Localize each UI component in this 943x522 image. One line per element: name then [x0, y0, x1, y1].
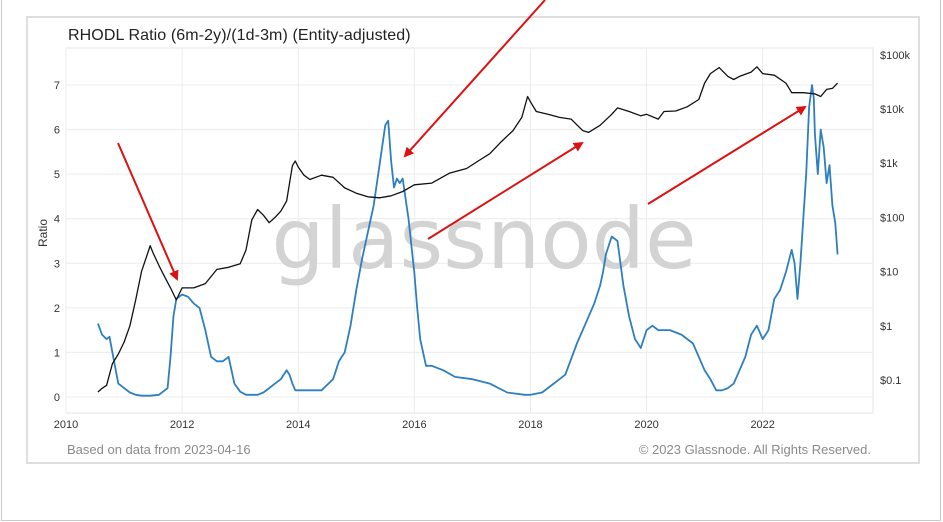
- grid-layer: [65, 47, 874, 414]
- y2-tick-label: $10k: [880, 104, 904, 116]
- y-tick-label: 5: [54, 169, 60, 181]
- y-axis-label: Ratio: [36, 219, 50, 247]
- x-tick-label: 2014: [286, 419, 310, 431]
- x-tick-label: 2018: [518, 419, 542, 431]
- y-tick-label: 3: [54, 258, 60, 270]
- chart-title: RHODL Ratio (6m-2y)/(1d-3m) (Entity-adju…: [68, 27, 411, 44]
- y2-tick-label: $1: [880, 321, 892, 333]
- annotation-arrow-1: [117, 142, 179, 281]
- x-tick-label: 2010: [54, 419, 78, 431]
- x-tick-label: 2022: [750, 419, 774, 431]
- y-tick-label: 6: [54, 125, 60, 137]
- chart-card: RHODL Ratio (6m-2y)/(1d-3m) (Entity-adju…: [26, 16, 920, 464]
- annotation-arrow-3: [427, 141, 584, 240]
- y2-tick-label: $0.1: [880, 375, 901, 387]
- annotation-arrow-4: [647, 105, 807, 205]
- series-layer: [97, 66, 839, 397]
- source-note: Based on data from 2023-04-16: [67, 442, 251, 457]
- tick-layer: 0 1 2 3 4 5 6 7 2010 2012 2014 2016 2018 2020 2022 $0.1…: [54, 50, 911, 431]
- x-tick-label: 2020: [634, 419, 658, 431]
- copyright-note: © 2023 Glassnode. All Rights Reserved.: [638, 442, 871, 457]
- y2-tick-label: $1k: [880, 158, 898, 170]
- arrow-layer: [117, 0, 807, 281]
- price-line: [97, 66, 839, 393]
- y2-tick-label: $100k: [880, 50, 910, 62]
- y-tick-label: 0: [54, 392, 60, 404]
- x-tick-label: 2016: [402, 419, 426, 431]
- y-tick-label: 4: [54, 214, 60, 226]
- y2-tick-label: $100: [880, 212, 904, 224]
- y-tick-label: 2: [54, 303, 60, 315]
- watermark-text: glassnode: [271, 190, 696, 288]
- y-tick-label: 1: [54, 347, 60, 359]
- y-tick-label: 7: [54, 80, 60, 92]
- y2-tick-label: $10: [880, 267, 898, 279]
- x-tick-label: 2012: [170, 419, 194, 431]
- annotation-arrow-2: [403, 0, 546, 158]
- ratio-line: [97, 84, 839, 397]
